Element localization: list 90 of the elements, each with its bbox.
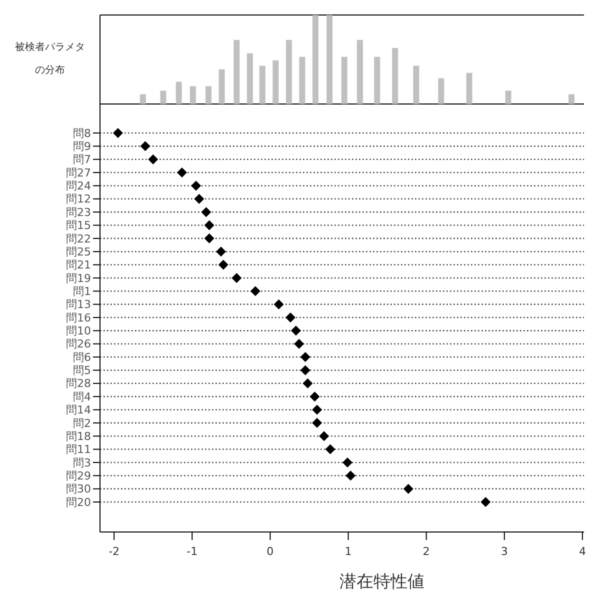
bar [374, 56, 380, 104]
y-tick-label: 問22 [66, 232, 91, 246]
y-tick-label: 問21 [66, 258, 91, 272]
bar [299, 56, 306, 104]
point [325, 444, 336, 454]
y-tick-label: 問14 [66, 404, 91, 417]
x-tick-label: 1 [344, 545, 352, 558]
bar [259, 66, 266, 104]
bar [246, 53, 253, 104]
y-tick-label: 問16 [66, 311, 91, 324]
x-tick-label: -1 [186, 545, 198, 558]
point [204, 233, 214, 244]
point [194, 194, 204, 204]
point [290, 326, 301, 336]
point [274, 299, 284, 310]
y-tick-label: 問9 [73, 140, 91, 154]
bar [413, 66, 420, 104]
point [312, 418, 322, 428]
point [312, 404, 322, 415]
x-tick-label: 2 [422, 545, 430, 558]
x-tick-label: 4 [578, 545, 586, 558]
y-tick-label: 問28 [66, 377, 91, 390]
point [218, 260, 228, 270]
point [342, 457, 352, 468]
bar [190, 86, 196, 104]
point [204, 220, 214, 230]
y-tick-label: 問5 [73, 364, 91, 378]
x-tick-label: -2 [108, 545, 120, 558]
y-tick-label: 問30 [66, 482, 91, 496]
point [191, 180, 202, 191]
point [319, 431, 330, 442]
y-tick-label: 問8 [73, 126, 91, 140]
bar [160, 90, 166, 104]
y-tick-label: 問3 [73, 456, 91, 470]
bar [206, 86, 212, 104]
y-tick-label: 問20 [66, 496, 91, 509]
bar [392, 48, 398, 104]
bar [341, 56, 348, 104]
bar [234, 40, 240, 104]
y-tick-label: 問4 [73, 390, 91, 404]
point [403, 484, 414, 494]
y-tick-label: 問25 [66, 245, 91, 258]
point [148, 154, 158, 164]
point [216, 246, 226, 257]
bar [176, 82, 182, 104]
point [480, 497, 491, 507]
y-tick-label: 問15 [66, 219, 91, 232]
x-tick-label: 0 [266, 545, 274, 558]
point [300, 352, 310, 362]
bar [286, 40, 292, 104]
point [300, 365, 310, 376]
point [176, 168, 187, 178]
point [310, 392, 320, 402]
bar [505, 90, 512, 104]
y-tick-label: 問6 [73, 350, 91, 364]
point [140, 141, 150, 152]
point [294, 338, 304, 349]
bar [272, 60, 279, 104]
y-tick-label: 問19 [66, 272, 91, 285]
point [201, 207, 212, 218]
y-tick-label: 問18 [66, 430, 91, 443]
y-tick-label: 問7 [73, 153, 91, 166]
point [285, 312, 296, 322]
y-tick-label: 問12 [66, 192, 91, 206]
y-tick-label: 問29 [66, 469, 91, 482]
text: 被検者パラメタの分布 [15, 42, 85, 76]
bar [356, 40, 363, 104]
point [232, 272, 242, 283]
y-tick-label: 問24 [66, 180, 91, 193]
y-tick-label: 問2 [73, 416, 91, 430]
bar [568, 94, 575, 104]
x-axis-title: 潜在特性値 [340, 572, 424, 592]
y-tick-label: 問13 [66, 298, 91, 312]
y-tick-label: 問11 [66, 443, 91, 456]
y-tick-label: 問1 [73, 284, 91, 298]
y-tick-label: 問26 [66, 338, 91, 351]
y-tick-label: 問23 [66, 206, 91, 219]
bar [218, 69, 225, 104]
point [250, 286, 260, 296]
x-tick-label: 3 [500, 545, 508, 558]
point [112, 128, 123, 138]
bar [466, 72, 472, 104]
bar [326, 15, 333, 104]
point [346, 470, 356, 481]
bar [312, 15, 318, 104]
y-tick-label: 問27 [66, 166, 91, 180]
y-tick-label: 問10 [66, 324, 91, 338]
point [302, 378, 313, 388]
bar [438, 78, 444, 104]
bar [140, 94, 146, 104]
